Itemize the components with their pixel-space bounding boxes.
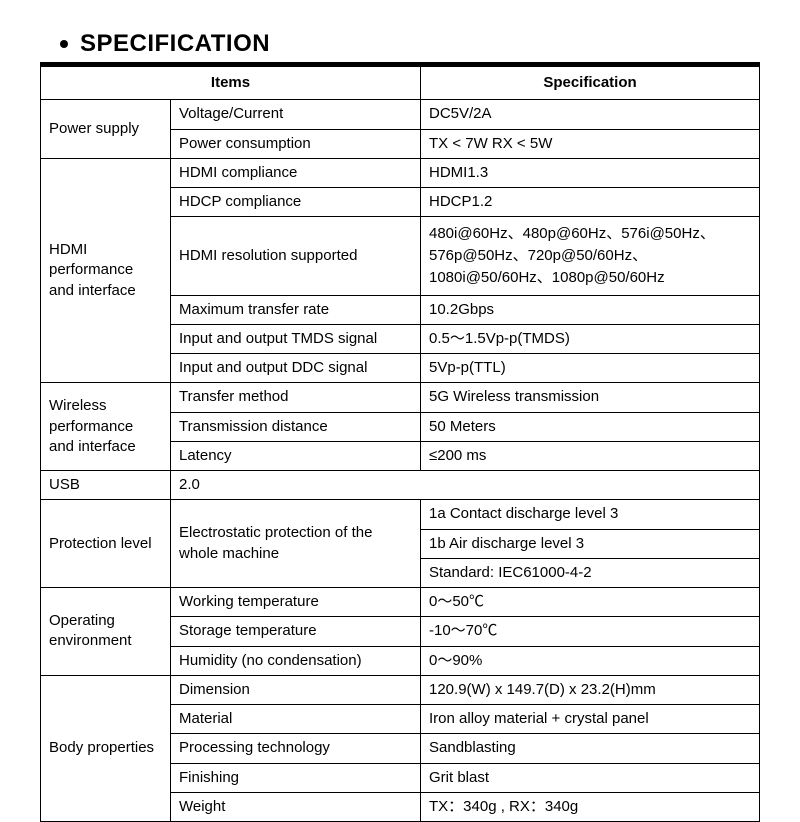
cell-label: Humidity (no condensation) [171, 646, 421, 675]
table-row: USB 2.0 [41, 471, 760, 500]
cell-label: Power consumption [171, 129, 421, 158]
cell-label: Voltage/Current [171, 100, 421, 129]
cell-label: HDMI resolution supported [171, 217, 421, 295]
cell-label: Storage temperature [171, 617, 421, 646]
cell-value: 1a Contact discharge level 3 [421, 500, 760, 529]
cell-label: Processing technology [171, 734, 421, 763]
cell-label: Input and output DDC signal [171, 354, 421, 383]
section-heading-row: SPECIFICATION [60, 30, 760, 58]
cell-value: 2.0 [171, 471, 760, 500]
table-row: Operating environment Working temperatur… [41, 588, 760, 617]
cell-label: Input and output TMDS signal [171, 324, 421, 353]
group-hdmi: HDMI performance and interface [41, 158, 171, 383]
cell-value: 0.5～1.5Vp-p(TMDS) [421, 324, 760, 353]
cell-label: Weight [171, 792, 421, 821]
cell-value: 0～50℃ [421, 588, 760, 617]
cell-value: 0～90% [421, 646, 760, 675]
table-header-row: Items Specification [41, 67, 760, 100]
cell-label: HDCP compliance [171, 188, 421, 217]
cell-value: 5Vp-p(TTL) [421, 354, 760, 383]
cell-value: 1b Air discharge level 3 [421, 529, 760, 558]
section-heading: SPECIFICATION [80, 30, 270, 58]
cell-value: HDMI1.3 [421, 158, 760, 187]
table-row: HDMI performance and interface HDMI comp… [41, 158, 760, 187]
cell-value: 10.2Gbps [421, 295, 760, 324]
cell-value: 5G Wireless transmission [421, 383, 760, 412]
cell-label: Dimension [171, 675, 421, 704]
cell-value: 480i@60Hz、480p@60Hz、576i@50Hz、576p@50Hz、… [421, 217, 760, 295]
cell-label: Electrostatic protection of the whole ma… [171, 500, 421, 588]
cell-label: Latency [171, 441, 421, 470]
cell-value: Standard: IEC61000-4-2 [421, 558, 760, 587]
cell-value: Iron alloy material + crystal panel [421, 705, 760, 734]
cell-value: ≤200 ms [421, 441, 760, 470]
cell-label: Finishing [171, 763, 421, 792]
cell-label: Working temperature [171, 588, 421, 617]
cell-label: Material [171, 705, 421, 734]
table-row: Wireless performance and interface Trans… [41, 383, 760, 412]
header-spec: Specification [421, 67, 760, 100]
cell-value: 120.9(W) x 149.7(D) x 23.2(H)mm [421, 675, 760, 704]
cell-value: HDCP1.2 [421, 188, 760, 217]
cell-label: HDMI compliance [171, 158, 421, 187]
bullet-icon [60, 40, 68, 48]
cell-value: -10～70℃ [421, 617, 760, 646]
cell-value: TX：340g , RX：340g [421, 792, 760, 821]
group-operating: Operating environment [41, 588, 171, 676]
cell-label: Transfer method [171, 383, 421, 412]
cell-label: Maximum transfer rate [171, 295, 421, 324]
cell-label: Transmission distance [171, 412, 421, 441]
group-usb: USB [41, 471, 171, 500]
cell-value: DC5V/2A [421, 100, 760, 129]
table-row: Power supply Voltage/Current DC5V/2A [41, 100, 760, 129]
group-wireless: Wireless performance and interface [41, 383, 171, 471]
cell-value: TX < 7W RX < 5W [421, 129, 760, 158]
group-power-supply: Power supply [41, 100, 171, 159]
cell-value: Sandblasting [421, 734, 760, 763]
header-items: Items [41, 67, 421, 100]
group-protection: Protection level [41, 500, 171, 588]
cell-value: Grit blast [421, 763, 760, 792]
spec-table: Items Specification Power supply Voltage… [40, 66, 760, 822]
table-row: Protection level Electrostatic protectio… [41, 500, 760, 529]
table-row: Body properties Dimension 120.9(W) x 149… [41, 675, 760, 704]
cell-value: 50 Meters [421, 412, 760, 441]
